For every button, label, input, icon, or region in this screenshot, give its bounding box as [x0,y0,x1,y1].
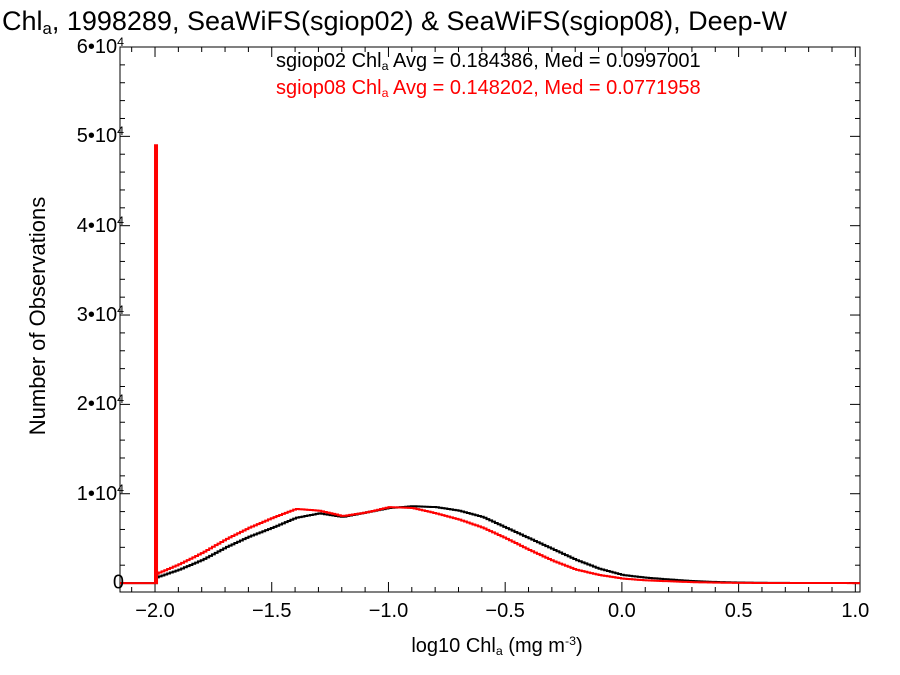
x-axis-title: log10 Chla (mg m-3) [411,634,583,658]
x-tick-label-6: 1.0 [841,600,870,622]
y-tick-label-2: 2•104 [76,392,124,416]
series-line-1 [120,144,860,585]
x-tick-label-4: 0.0 [607,600,636,622]
x-tick-label-2: −1.0 [368,600,409,622]
x-tick-label-3: −0.5 [485,600,525,622]
y-tick-label-4: 4•104 [76,213,124,237]
data-lines [120,144,860,585]
y-axis-title: Number of Observations [25,196,50,436]
legend-item-sgiop08: sgiop08 Chla Avg = 0.148202, Med = 0.077… [276,77,701,101]
series-line-0 [120,349,860,585]
y-tick-label-1: 1•104 [76,481,124,505]
y-tick-label-6: 6•104 [76,35,124,58]
plot-frame [119,46,861,593]
y-tick-label-5: 5•104 [76,124,124,148]
axis-ticks [120,46,860,592]
chart-title: Chla, 1998289, SeaWiFS(sgiop02) & SeaWiF… [2,6,788,39]
y-tick-label-3: 3•104 [76,303,124,326]
x-tick-label-5: 0.5 [724,600,753,622]
x-tick-label-0: −2.0 [135,600,175,622]
legend-item-sgiop02: sgiop02 Chla Avg = 0.184386, Med = 0.099… [276,50,701,74]
y-tick-label-0: 0 [112,571,124,594]
x-tick-label-1: −1.5 [251,600,292,622]
